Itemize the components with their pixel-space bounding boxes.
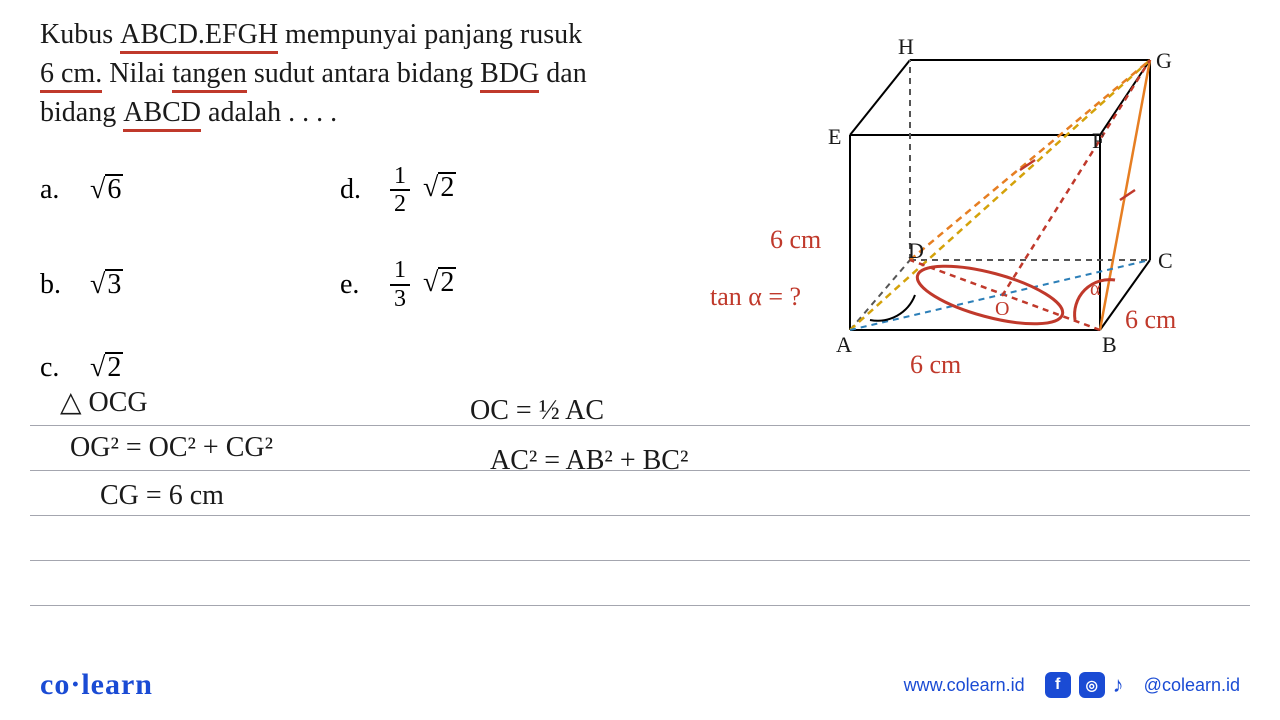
note-r1: OC = ½ AC [470, 395, 604, 427]
logo-co: co [40, 668, 70, 701]
q-l1-pre: Kubus [40, 19, 120, 50]
tiktok-icon: ♪ [1113, 672, 1124, 698]
q-l2-u2: tangen [172, 59, 247, 93]
logo-learn: learn [81, 668, 153, 701]
q-l1-u1: ABCD.EFGH [120, 20, 278, 54]
label-g: G [1156, 48, 1172, 74]
label-h: H [898, 34, 914, 60]
options-grid: a. √6 d. 12 √2 b. √3 e. 13 √2 c. √2 [40, 163, 680, 385]
note-l1: △ OCG [60, 385, 148, 419]
footer: co·learn www.colearn.id f ◎ ♪ @colearn.i… [0, 668, 1280, 702]
label-b: B [1102, 332, 1117, 358]
ruled-line [30, 425, 1250, 426]
option-d-label: d. [340, 174, 370, 206]
label-a: A [836, 332, 852, 358]
ruled-line [30, 515, 1250, 516]
note-l2: OG² = OC² + CG² [70, 432, 273, 464]
svg-text:α: α [1090, 278, 1101, 300]
q-l2-u1: 6 cm. [40, 59, 102, 93]
anno-side-bottom: 6 cm [910, 350, 961, 380]
anno-tan-q: tan α = ? [710, 282, 801, 312]
q-l3-u1: ABCD [123, 98, 201, 132]
social-icons: f ◎ ♪ [1045, 672, 1124, 698]
anno-side-right: 6 cm [1125, 305, 1176, 335]
instagram-icon: ◎ [1079, 672, 1105, 698]
q-l3-post: adalah . . . . [201, 97, 337, 128]
svg-text:O: O [995, 298, 1009, 320]
note-r2: AC² = AB² + BC² [490, 445, 688, 477]
option-e-label: e. [340, 269, 370, 301]
option-b-value: √3 [90, 269, 123, 301]
footer-handle: @colearn.id [1144, 675, 1240, 696]
option-b: b. √3 [40, 257, 340, 312]
question-text: Kubus ABCD.EFGH mempunyai panjang rusuk … [40, 15, 680, 133]
cube-diagram: O α A B C D E F G H 6 cm 6 cm 6 cm tan α… [780, 20, 1200, 380]
q-l1-mid: mempunyai panjang rusuk [278, 19, 582, 50]
logo: co·learn [40, 668, 153, 702]
option-d: d. 12 √2 [340, 163, 640, 218]
anno-side-left: 6 cm [770, 225, 821, 255]
label-d: D [908, 238, 924, 264]
label-e: E [828, 124, 841, 150]
q-l2-post: dan [539, 58, 586, 89]
option-d-value: 12 √2 [390, 163, 456, 218]
footer-right: www.colearn.id f ◎ ♪ @colearn.id [904, 672, 1240, 698]
q-l3-pre: bidang [40, 97, 123, 128]
option-b-label: b. [40, 269, 70, 301]
q-l2-u3: BDG [480, 59, 539, 93]
option-e-value: 13 √2 [390, 257, 456, 312]
q-l2-mid1: Nilai [102, 58, 172, 89]
notes-area: △ OCG OG² = OC² + CG² CG = 6 cm OC = ½ A… [30, 380, 1250, 640]
option-a: a. √6 [40, 163, 340, 218]
facebook-icon: f [1045, 672, 1071, 698]
option-a-value: √6 [90, 174, 123, 206]
footer-url: www.colearn.id [904, 675, 1025, 696]
question-block: Kubus ABCD.EFGH mempunyai panjang rusuk … [40, 15, 680, 384]
ruled-line [30, 560, 1250, 561]
label-c: C [1158, 248, 1173, 274]
q-l2-mid2: sudut antara bidang [247, 58, 480, 89]
ruled-line [30, 605, 1250, 606]
option-a-label: a. [40, 174, 70, 206]
label-f: F [1092, 128, 1104, 154]
note-l3: CG = 6 cm [100, 480, 224, 512]
option-e: e. 13 √2 [340, 257, 640, 312]
